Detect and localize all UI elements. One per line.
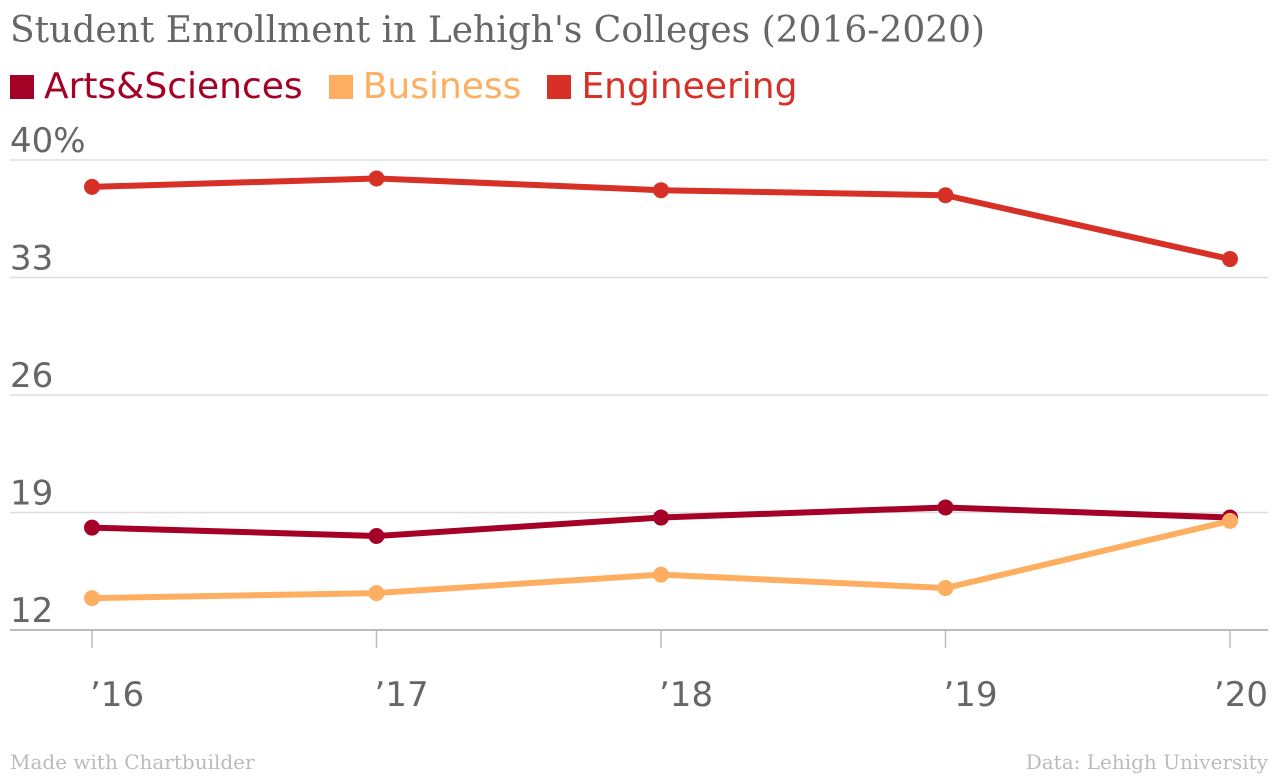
data-point (368, 528, 385, 544)
series-business (84, 512, 1238, 607)
y-tick-label: 26 (10, 356, 53, 396)
data-point (368, 170, 385, 187)
legend-swatch-arts-sciences (10, 74, 34, 99)
legend-label-engineering: Engineering (581, 66, 798, 107)
y-tick-label: 19 (10, 474, 53, 514)
data-point (84, 178, 100, 195)
data-point (653, 509, 669, 526)
data-point (937, 580, 954, 597)
x-tick-label: ’20 (1214, 675, 1268, 715)
data-point (84, 519, 100, 536)
x-tick-label: ’19 (944, 675, 998, 715)
x-axis-ticks: ’16 ’17 ’18 ’19 ’20 (90, 630, 1268, 715)
legend-item-engineering: Engineering (547, 66, 797, 107)
chart-credit: Made with Chartbuilder (10, 750, 255, 774)
data-point (1222, 512, 1238, 529)
y-axis-ticks: 40% 33 26 19 12 (10, 121, 86, 631)
y-tick-label: 40% (10, 121, 86, 161)
chart-title: Student Enrollment in Lehigh's Colleges … (10, 10, 986, 51)
legend-swatch-engineering (547, 74, 572, 99)
series-engineering (84, 170, 1238, 268)
data-point (84, 590, 100, 607)
legend-label-arts-sciences: Arts&Sciences (44, 66, 303, 107)
data-source: Data: Lehigh University (1025, 750, 1268, 774)
data-point (937, 187, 954, 204)
legend-item-business: Business (328, 66, 522, 107)
x-tick-label: ’17 (375, 675, 429, 715)
legend-swatch-business (328, 74, 353, 99)
series-arts-sciences (84, 499, 1238, 544)
data-point (1222, 251, 1238, 268)
x-tick-label: ’16 (90, 675, 144, 715)
data-point (937, 499, 954, 516)
y-tick-label: 12 (10, 591, 53, 631)
y-tick-label: 33 (10, 239, 53, 279)
series-lines (84, 170, 1238, 607)
legend: Arts&Sciences Business Engineering (10, 66, 823, 107)
legend-label-business: Business (362, 66, 522, 107)
x-tick-label: ’18 (659, 675, 713, 715)
data-point (653, 182, 669, 199)
data-point (653, 566, 669, 583)
data-point (368, 585, 385, 602)
legend-item-arts-sciences: Arts&Sciences (10, 66, 303, 107)
